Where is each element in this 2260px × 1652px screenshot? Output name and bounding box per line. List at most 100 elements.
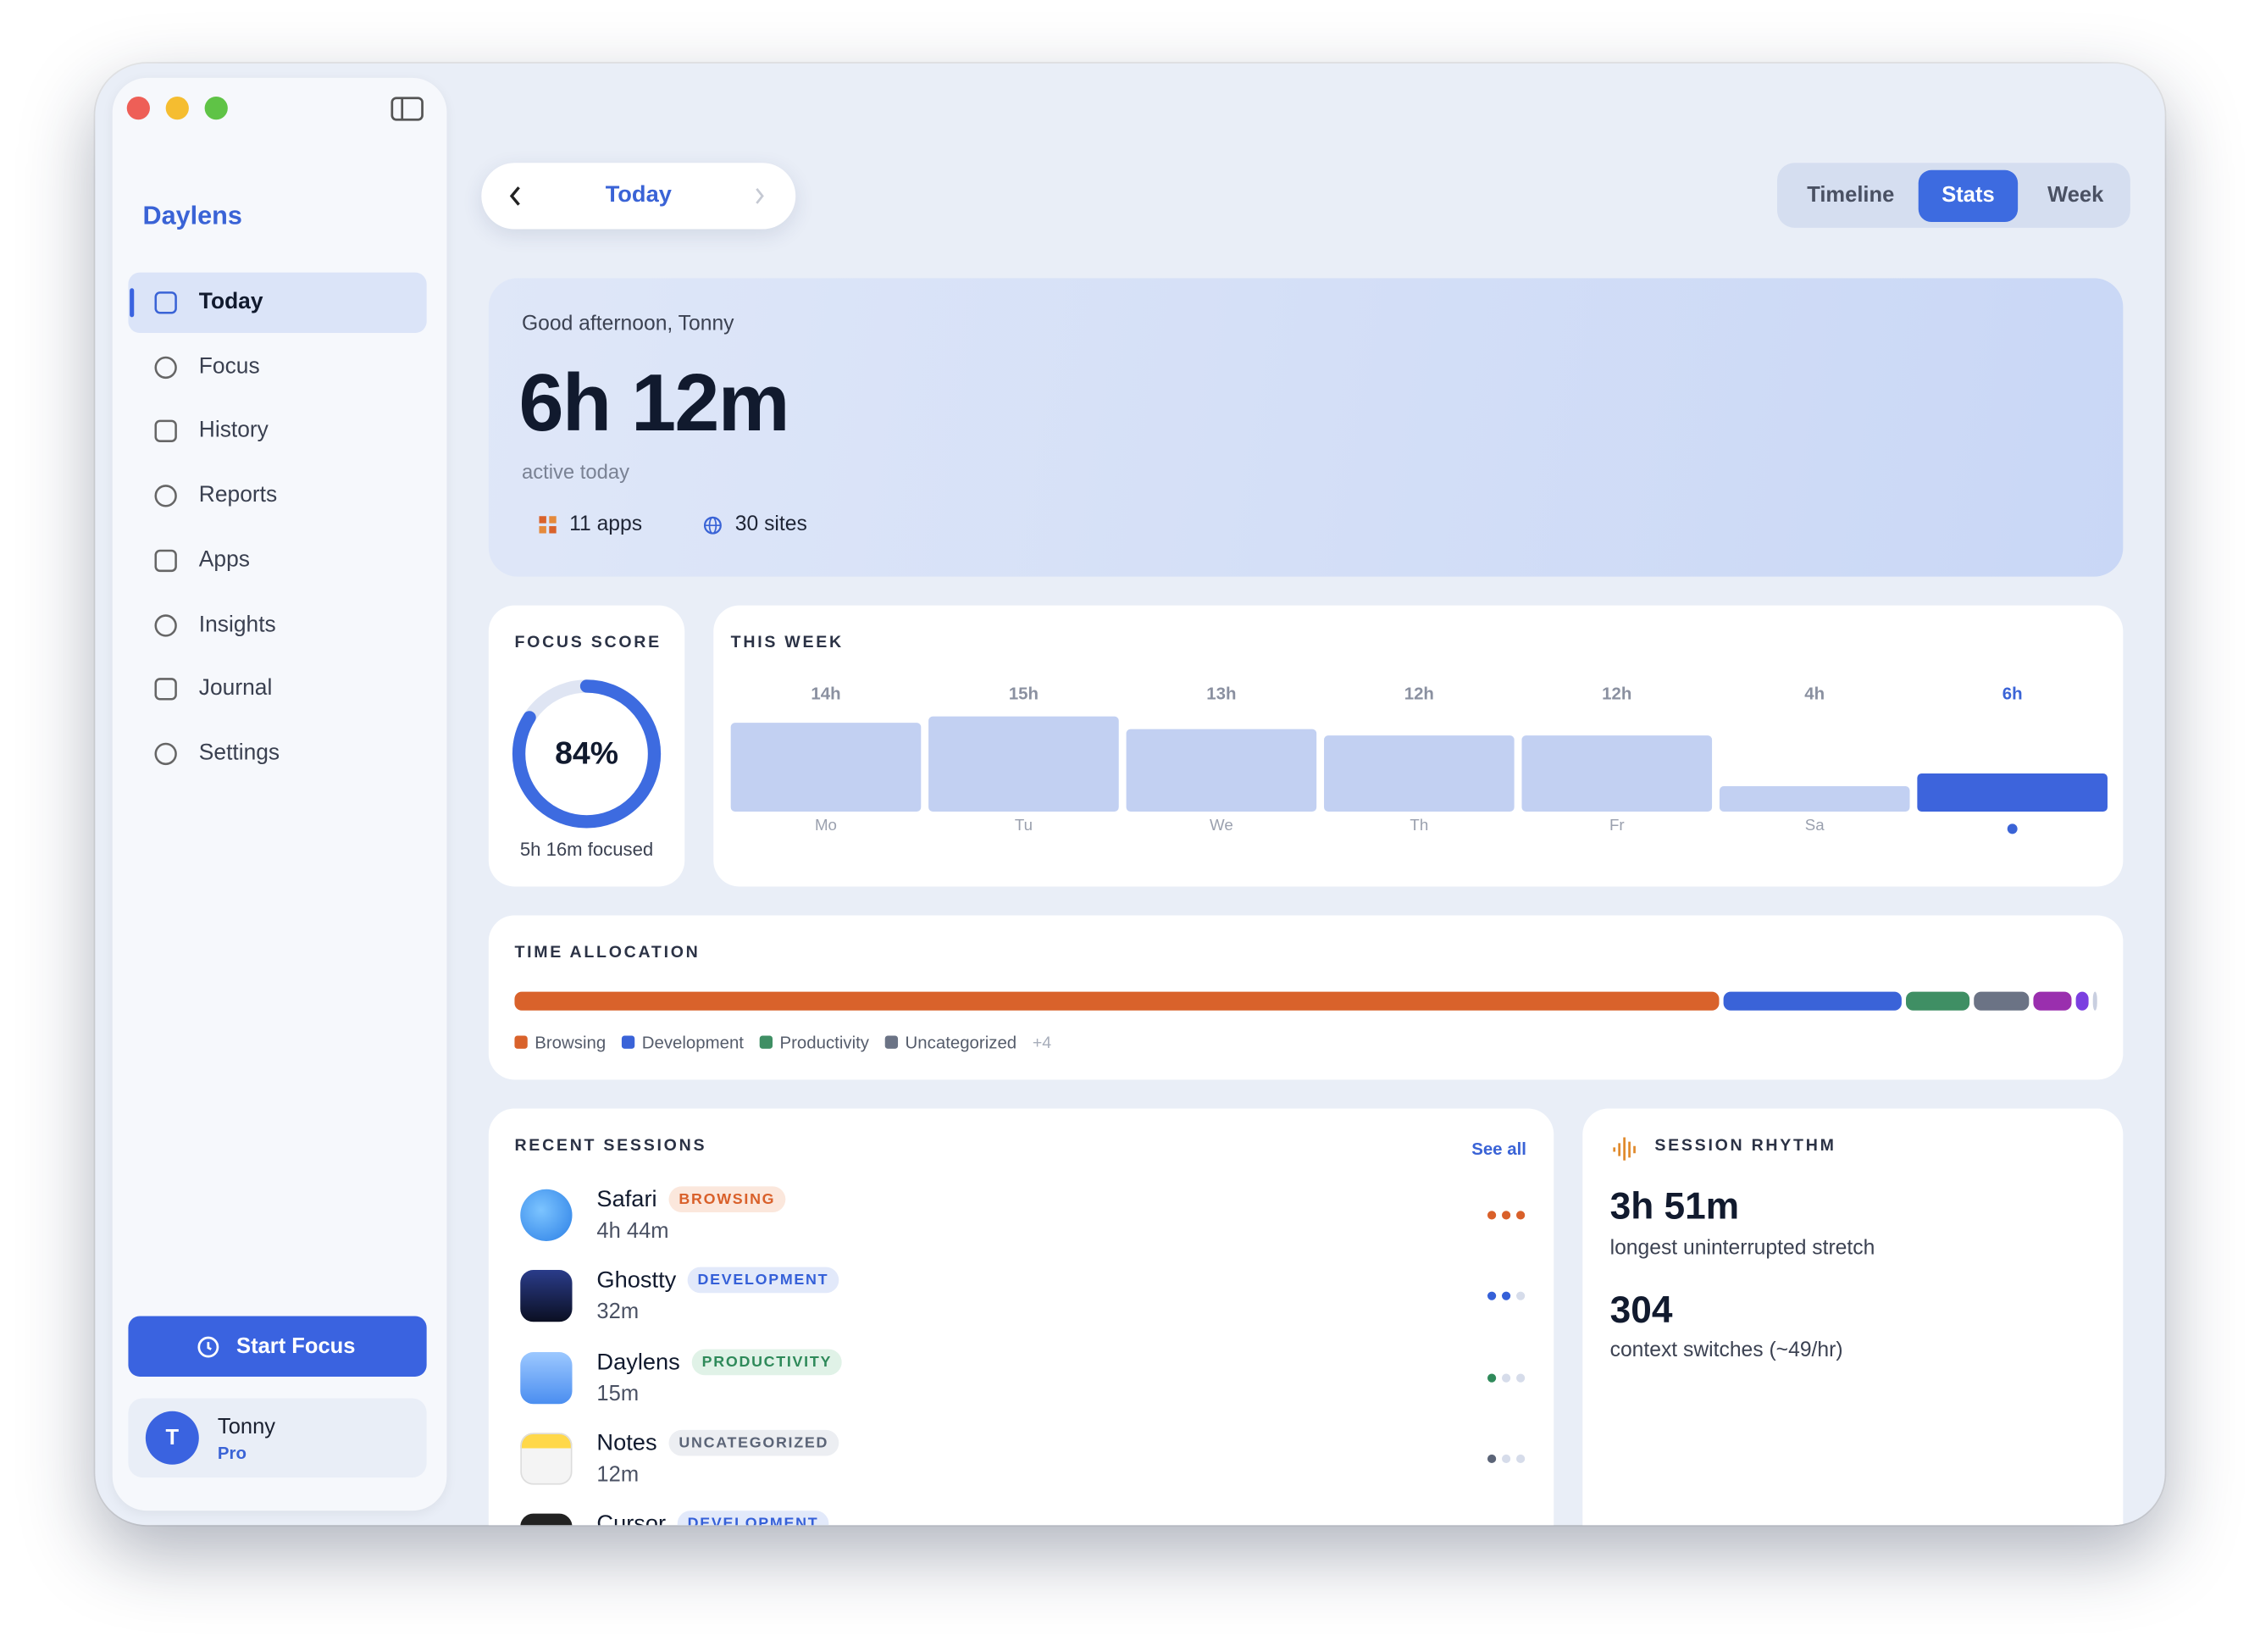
icon-shape [154,742,177,765]
session-duration: 4h 44m [596,1218,669,1244]
intensity-dot [1501,1454,1511,1463]
see-all-link[interactable]: See all [1471,1139,1526,1160]
focus-gauge: 84% [512,679,662,829]
day-label: Sa [1805,816,1825,834]
legend-more: +4 [1033,1034,1051,1052]
zoom-button[interactable] [204,97,228,120]
nav-item[interactable]: Journal [128,659,426,719]
start-focus-label: Start Focus [236,1333,356,1359]
legend-label: Development [642,1034,745,1052]
timer-icon [197,1336,219,1358]
next-day[interactable] [752,186,767,206]
intensity-dot [1501,1292,1511,1301]
intensity-dot [1487,1292,1497,1301]
gauge-arc [512,679,662,829]
bar-value-label: 15h [1009,685,1039,704]
category-tag: BROWSING [668,1186,786,1212]
switches-caption: context switches (~49/hr) [1609,1339,1843,1362]
date-picker: Today [481,163,796,230]
icon-shape [154,613,177,636]
nav-item[interactable]: Reports [128,466,426,526]
nav-item[interactable]: History [128,402,426,462]
nav-label: Journal [198,676,273,701]
active-indicator [130,288,135,318]
prev-day[interactable] [507,185,524,208]
allocation-segment [1906,991,1970,1011]
nav-item[interactable]: Focus [128,337,426,397]
card-title: FOCUS SCORE [514,634,662,652]
start-focus-button[interactable]: Start Focus [128,1316,427,1377]
intensity-dot [1487,1211,1497,1220]
gauge-value: 84% [555,735,618,770]
nav-item[interactable]: Insights [128,595,426,655]
bar [1719,786,1910,812]
bar [1917,773,2108,812]
session-duration: 32m [596,1300,640,1325]
avatar: T [145,1411,199,1465]
nav-icon [154,420,177,443]
app-icon [520,1351,573,1404]
bar-value-label: 12h [1404,685,1434,704]
week-card: THIS WEEK 14h Mo 15h Tu 13h We 12h Th 12h Fr 4h Sa 6… [713,605,2124,887]
allocation-segment [2075,991,2089,1011]
bar [1324,735,1515,812]
brand: Daylens [142,201,242,230]
nav-icon [154,742,177,765]
card-title: TIME ALLOCATION [514,944,701,962]
icon-shape [154,291,177,314]
icon-shape [154,485,177,507]
longest-stretch: 3h 51m [1609,1184,1740,1228]
minimize-button[interactable] [165,97,189,120]
bar [1126,729,1317,812]
icon-shape [154,549,177,572]
nav-icon [154,549,177,572]
sidebar-toggle[interactable] [391,97,424,121]
view-tab[interactable]: Timeline [1807,183,1895,208]
category-tag: DEVELOPMENT [677,1511,829,1526]
intensity-dot [1487,1372,1497,1383]
app-name: Daylens [596,1350,680,1375]
sessions-card: RECENT SESSIONS See all Safari BROWSING 4h… [488,1108,1554,1526]
today-dot [2007,823,2018,834]
nav-icon [154,291,177,314]
bar [1521,735,1713,812]
nav-item[interactable]: Settings [128,723,426,784]
bar-value-label: 4h [1804,685,1825,704]
app-name: Cursor [596,1512,667,1526]
apps-count: 11 apps [569,513,643,536]
view-tab[interactable]: Stats [1918,169,2019,223]
view-tab[interactable]: Week [2047,183,2104,208]
legend-label: Uncategorized [906,1034,1017,1052]
nav-icon [154,485,177,507]
rhythm-icon [1613,1137,1636,1161]
category-tag: UNCATEGORIZED [668,1429,839,1456]
allocation-chart: Browsing Development Productivity Uncategor… [514,991,2097,1052]
nav-label: Reports [198,483,278,508]
legend-swatch [759,1035,773,1049]
intensity-dots [1487,1372,1526,1383]
allocation-card: TIME ALLOCATION Browsing Development Produ… [488,915,2124,1080]
close-button[interactable] [126,97,150,120]
bar-value-label: 6h [2002,685,2023,704]
legend-swatch [514,1035,528,1049]
legend-swatch [621,1035,635,1049]
legend-label: Productivity [780,1034,870,1052]
session-duration: 12m [596,1462,640,1487]
nav-icon [154,356,177,379]
context-switches: 304 [1609,1288,1673,1332]
nav-item[interactable]: Today [128,272,427,334]
day-label: Tu [1015,816,1033,834]
allocation-segment [1723,991,1902,1011]
day-label: Fr [1609,816,1625,834]
user-card[interactable]: T Tonny Pro [128,1398,427,1478]
day-label: Th [1410,816,1428,834]
allocation-segment [2033,991,2072,1011]
app-icon [520,1513,573,1526]
nav-item[interactable]: Apps [128,530,426,590]
app-icon [520,1433,573,1485]
bar [928,716,1119,812]
bar-value-label: 12h [1602,685,1631,704]
globe-icon [703,516,722,535]
focus-subtitle: 5h 16m focused [519,838,654,860]
